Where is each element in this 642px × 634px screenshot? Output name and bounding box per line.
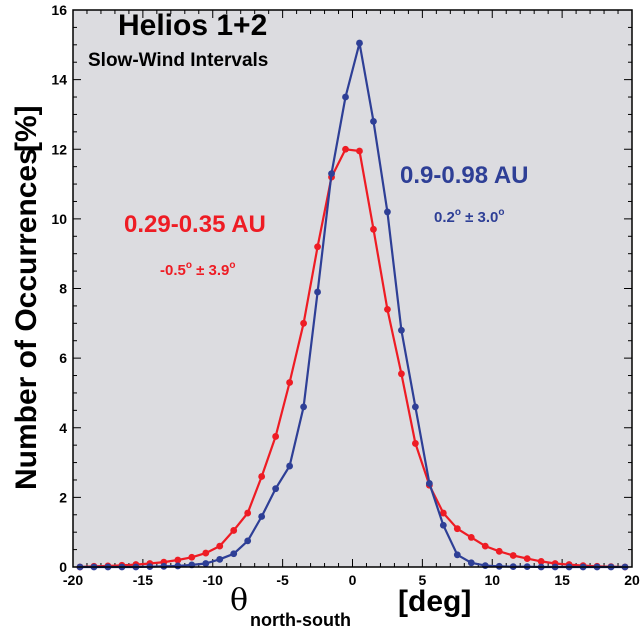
data-point: [314, 288, 321, 296]
data-point: [230, 527, 238, 534]
data-point: [216, 555, 224, 563]
y-tick-label: 4: [59, 420, 67, 436]
data-point: [328, 170, 335, 178]
data-point: [272, 433, 280, 440]
y-tick-label: 8: [59, 281, 67, 297]
chart-subtitle: Slow-Wind Intervals: [88, 50, 268, 71]
data-point: [258, 513, 266, 520]
data-point: [439, 521, 447, 529]
data-point: [342, 93, 349, 101]
data-point: [425, 480, 433, 487]
y-tick-label: 12: [51, 141, 67, 157]
data-point: [286, 462, 294, 470]
data-point: [467, 559, 475, 567]
data-point: [509, 552, 517, 559]
y-tick-label: 10: [51, 211, 67, 227]
y-tick-label: 2: [59, 489, 67, 505]
data-point: [356, 147, 363, 155]
data-point: [202, 549, 210, 557]
x-tick-label: 20: [624, 572, 640, 588]
data-point: [384, 208, 391, 216]
data-point: [356, 39, 363, 47]
plot-background: [73, 10, 632, 567]
y-axis-label: Number of Occurrences: [10, 148, 43, 490]
data-point: [523, 555, 531, 563]
y-axis-unit: [%]: [10, 105, 43, 152]
x-tick-label: 15: [554, 572, 570, 588]
x-tick-label: -20: [63, 572, 83, 588]
data-point: [300, 403, 307, 411]
x-tick-label: -5: [276, 572, 289, 588]
data-point: [411, 440, 419, 447]
y-tick-label: 0: [59, 559, 67, 575]
data-point: [411, 403, 419, 411]
data-point: [370, 225, 377, 233]
data-point: [398, 326, 405, 334]
data-point: [495, 547, 503, 555]
data-point: [258, 473, 266, 480]
data-point: [272, 485, 280, 493]
plot-frame: [72, 9, 633, 568]
x-tick-label: 5: [418, 572, 426, 588]
data-point: [384, 305, 391, 313]
data-point: [453, 551, 461, 559]
tick-labels: -20 -15 -10 -5 0 5 10 15 20 0 2 4 6 8 10 12 14 16: [51, 2, 640, 588]
x-axis-symbol: θ: [230, 583, 248, 618]
data-point: [467, 534, 475, 541]
series-blue-stat: 0.2o ± 3.0o: [434, 207, 505, 226]
data-point: [342, 145, 349, 153]
chart-title: Helios 1+2: [118, 9, 267, 42]
y-tick-label: 16: [51, 2, 67, 18]
series-line: [79, 148, 626, 569]
data-point: [453, 525, 461, 533]
x-axis-subscript: north-south: [250, 610, 351, 630]
y-axis-title: Number of Occurrences [%]: [10, 105, 43, 490]
series-red-stat: -0.5o ± 3.9o: [160, 260, 236, 279]
data-point: [481, 562, 489, 570]
data-point: [244, 509, 252, 517]
data-point: [481, 542, 489, 550]
data-point: [398, 370, 405, 378]
data-point: [230, 550, 238, 558]
x-tick-label: 10: [484, 572, 500, 588]
y-tick-label: 6: [59, 350, 67, 366]
y-tick-label: 14: [51, 72, 67, 88]
data-point: [244, 537, 252, 545]
data-point: [174, 556, 182, 564]
x-tick-label: 0: [349, 572, 357, 588]
series-red-label: 0.29-0.35 AU: [124, 211, 266, 238]
data-point: [202, 560, 210, 567]
data-point: [286, 379, 294, 386]
data-point: [300, 319, 307, 327]
data-point: [188, 553, 196, 561]
data-point: [174, 562, 182, 570]
x-axis-unit: [deg]: [398, 585, 471, 618]
data-point: [314, 243, 321, 251]
x-tick-label: -10: [203, 572, 223, 588]
series-blue-label: 0.9-0.98 AU: [400, 162, 529, 189]
x-tick-label: -15: [133, 572, 153, 588]
data-point: [439, 509, 447, 517]
data-point: [537, 558, 545, 565]
data-point: [216, 542, 224, 550]
data-point: [370, 118, 377, 125]
